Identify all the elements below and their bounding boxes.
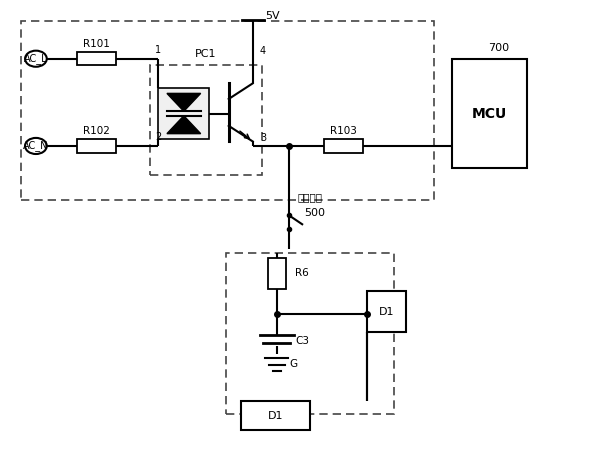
- Text: 4: 4: [260, 46, 266, 56]
- Bar: [21, 21, 434, 200]
- Text: AC_L: AC_L: [24, 53, 47, 64]
- Text: G: G: [289, 359, 297, 369]
- Polygon shape: [167, 93, 201, 111]
- Text: MCU: MCU: [472, 106, 507, 120]
- Bar: [226, 253, 395, 414]
- Text: AC_N: AC_N: [23, 140, 49, 151]
- Bar: [77, 139, 116, 153]
- Text: D1: D1: [268, 410, 283, 420]
- Text: 过零信号: 过零信号: [298, 193, 323, 202]
- Polygon shape: [167, 116, 201, 134]
- Text: R6: R6: [295, 269, 309, 279]
- Bar: [452, 59, 527, 169]
- Text: R102: R102: [83, 126, 109, 136]
- Text: D1: D1: [379, 307, 395, 317]
- Bar: [367, 291, 406, 332]
- Text: 500: 500: [304, 208, 325, 218]
- Bar: [241, 401, 310, 430]
- Bar: [323, 139, 363, 153]
- Text: 3: 3: [260, 133, 266, 143]
- Bar: [268, 258, 286, 289]
- Text: C3: C3: [295, 336, 309, 346]
- Text: 700: 700: [488, 43, 509, 53]
- Bar: [77, 52, 116, 65]
- Bar: [158, 88, 209, 139]
- Text: PC1: PC1: [195, 49, 217, 59]
- Text: 1: 1: [155, 45, 161, 55]
- Bar: [150, 65, 262, 175]
- Text: 5V: 5V: [265, 11, 280, 21]
- Text: 2: 2: [155, 132, 162, 142]
- Text: R101: R101: [83, 39, 109, 49]
- Text: R103: R103: [330, 126, 357, 136]
